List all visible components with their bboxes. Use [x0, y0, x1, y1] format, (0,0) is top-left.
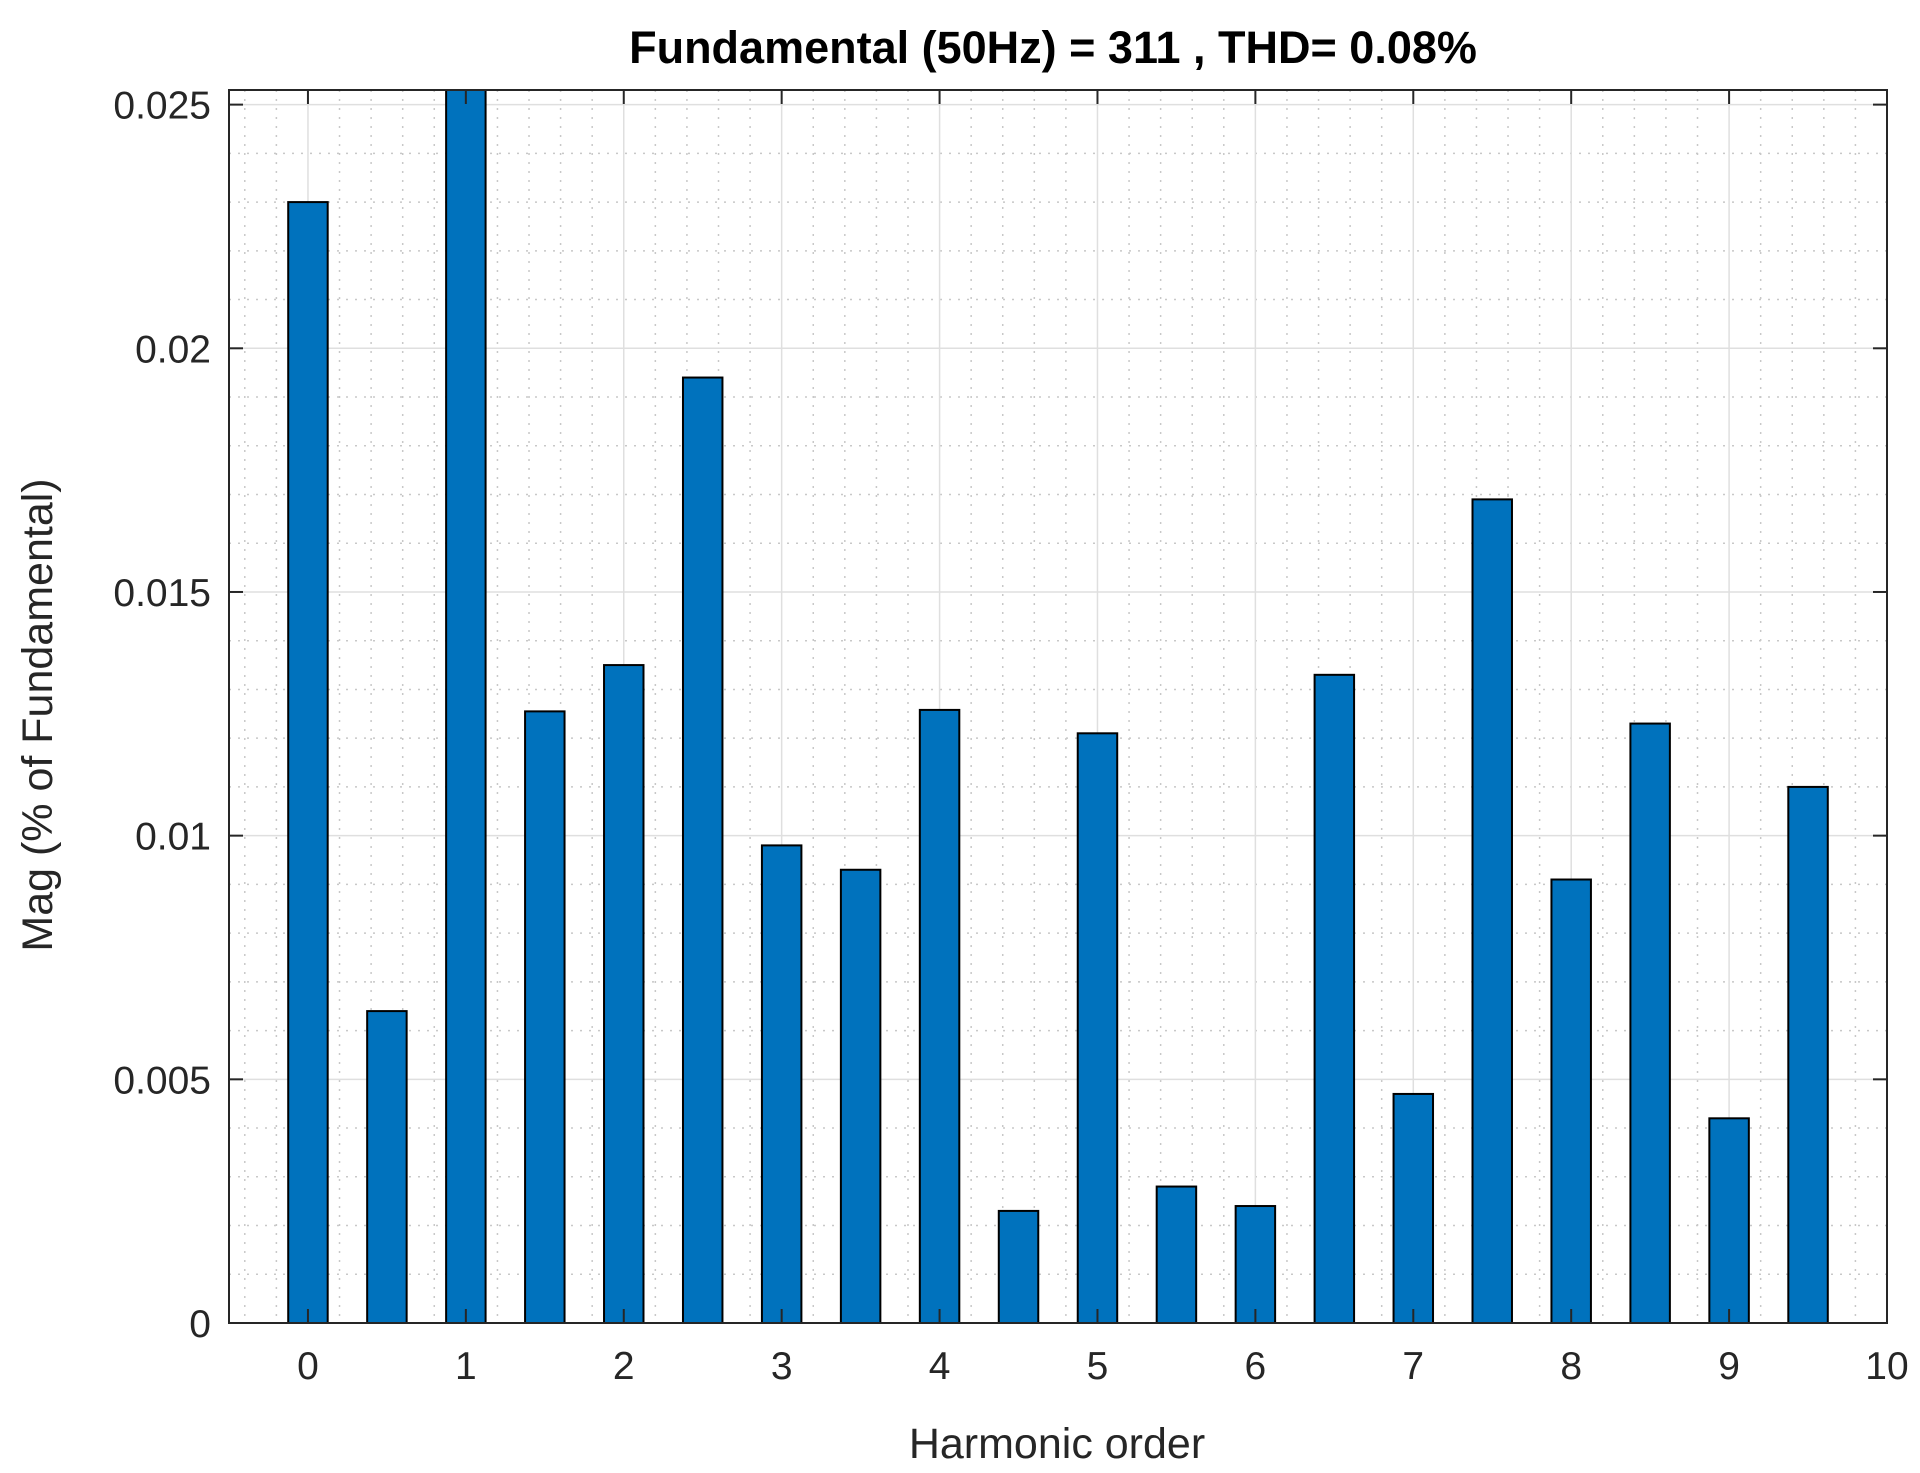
x-tick-label: 10 [1865, 1345, 1908, 1388]
y-tick-label: 0.005 [113, 1059, 211, 1102]
bar [1471, 498, 1513, 1324]
bar [1392, 1092, 1435, 1325]
bar [445, 89, 487, 1324]
plot-area: 0 1 2 3 4 5 6 7 8 9 10 0 0.005 0.01 0.015 0.02 0.025 [113, 85, 1908, 1388]
bar [1708, 1117, 1750, 1324]
bar [1234, 1205, 1277, 1324]
bar [1787, 785, 1829, 1324]
x-tick-label: 3 [771, 1345, 793, 1388]
x-tick-label: 9 [1718, 1345, 1740, 1388]
x-tick-label: 4 [929, 1345, 951, 1388]
x-axis-ticks: 0 1 2 3 4 5 6 7 8 9 10 [297, 90, 1909, 1388]
x-tick-label: 2 [613, 1345, 635, 1388]
bar [524, 710, 566, 1324]
y-axis-ticks: 0 0.005 0.01 0.015 0.02 0.025 [113, 85, 1887, 1346]
y-tick-label: 0.01 [135, 816, 211, 859]
bar [603, 664, 645, 1324]
x-axis-label: Harmonic order [909, 1420, 1205, 1468]
y-tick-label: 0.015 [113, 572, 211, 615]
bar [760, 844, 803, 1324]
y-tick-label: 0.025 [113, 85, 211, 128]
y-axis-label: Mag (% of Fundamental) [14, 478, 62, 951]
y-tick-label: 0 [189, 1303, 211, 1346]
bar [366, 1010, 408, 1324]
bar [997, 1209, 1040, 1324]
bar [1155, 1185, 1198, 1324]
bar [1629, 722, 1671, 1324]
axes-box [228, 89, 1888, 1324]
x-tick-label: 5 [1087, 1345, 1109, 1388]
bar [1550, 878, 1592, 1324]
bar [918, 708, 961, 1324]
bar [681, 376, 724, 1324]
bar [1076, 732, 1119, 1324]
bars [287, 89, 1829, 1325]
chart-title: Fundamental (50Hz) = 311 , THD= 0.08% [629, 22, 1477, 73]
x-tick-label: 0 [297, 1345, 319, 1388]
y-tick-label: 0.02 [135, 328, 211, 371]
x-tick-label: 6 [1245, 1345, 1267, 1388]
bar [287, 201, 329, 1324]
x-tick-label: 7 [1402, 1345, 1424, 1388]
x-tick-label: 1 [455, 1345, 477, 1388]
bar [1313, 673, 1356, 1324]
axes [228, 89, 1888, 1324]
x-tick-label: 8 [1560, 1345, 1582, 1388]
bar [839, 868, 882, 1324]
plot-background [229, 90, 1887, 1323]
